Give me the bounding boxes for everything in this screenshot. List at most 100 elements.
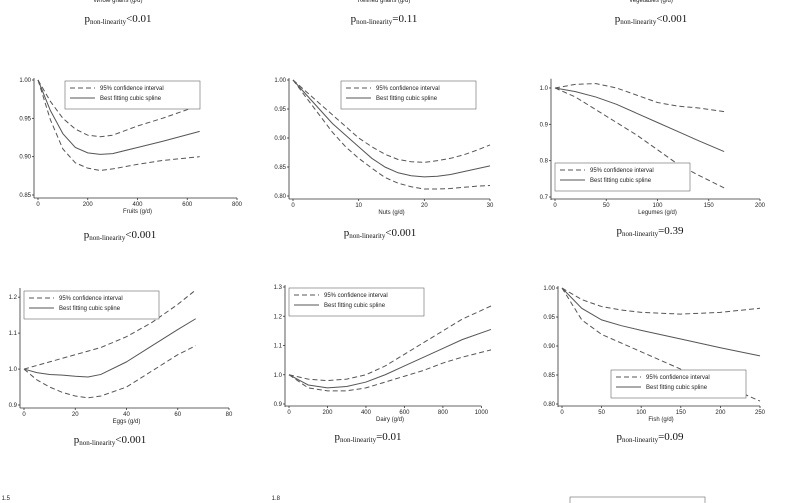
legend-label: 95% confidence interval xyxy=(646,375,710,381)
p-value: pnon-linearity<0.001 xyxy=(74,434,147,447)
p-symbol: p xyxy=(615,13,621,25)
x-tick-label: 20 xyxy=(72,412,79,418)
legend-label: Best fitting cubic spline xyxy=(100,96,162,102)
p-text: <0.001 xyxy=(115,434,146,446)
p-symbol: p xyxy=(351,13,357,25)
legend-label: 95% confidence interval xyxy=(59,296,123,302)
ci-upper xyxy=(37,79,200,138)
spline xyxy=(292,79,491,178)
ci-upper xyxy=(23,289,197,370)
x-tick-label: 1000 xyxy=(475,410,489,416)
legend-label: Best fitting cubic spline xyxy=(59,306,121,312)
y-tick-label: 0.85 xyxy=(543,373,555,379)
p-symbol: p xyxy=(616,225,622,237)
legend-label: 95% confidence interval xyxy=(324,293,388,299)
x-tick-label: 150 xyxy=(676,410,687,416)
p-symbol: p xyxy=(84,229,90,241)
p-text: =0.01 xyxy=(376,431,401,443)
p-symbol: p xyxy=(84,13,90,25)
legend-label: Best fitting cubic spline xyxy=(646,385,708,391)
legend-box xyxy=(554,162,691,192)
ci-lower xyxy=(554,87,725,189)
ci-lower xyxy=(288,349,492,392)
y-tick-label: 0.90 xyxy=(543,344,555,350)
ci-upper xyxy=(288,305,492,382)
x-tick-label: 400 xyxy=(361,410,372,416)
p-text: =0.39 xyxy=(658,225,684,237)
y-tick-label: 0.9 xyxy=(540,122,549,128)
x-tick-label: 40 xyxy=(123,412,130,418)
p-text: <0.01 xyxy=(126,13,151,25)
ci-upper xyxy=(554,83,725,113)
legend-box xyxy=(288,287,425,317)
x-tick-label: 0 xyxy=(553,203,557,209)
y-tick-label: 1.1 xyxy=(9,331,18,337)
y-tick-label: 1.3 xyxy=(274,285,283,291)
x-axis-label: Refined grains (g/d) xyxy=(358,0,411,4)
p-symbol: p xyxy=(334,431,340,443)
p-value: pnon-linearity<0.01 xyxy=(84,13,151,26)
x-axis-label: Fruits (g/d) xyxy=(123,209,152,215)
y-tick-label: 1.00 xyxy=(19,78,31,84)
p-value: pnon-linearity=0.11 xyxy=(351,13,418,26)
x-tick-label: 150 xyxy=(704,203,715,209)
x-tick-label: 10 xyxy=(355,203,362,209)
spline xyxy=(554,87,725,153)
y-tick-label: 0.9 xyxy=(9,403,18,409)
y-tick-label: 1.8 xyxy=(272,496,281,502)
spline xyxy=(288,328,492,389)
p-symbol: p xyxy=(74,434,80,446)
y-tick-label: 1.2 xyxy=(9,295,18,301)
p-value: pnon-linearity<0.001 xyxy=(344,227,417,240)
y-tick-label: 0.80 xyxy=(543,402,555,408)
x-tick-label: 20 xyxy=(421,203,428,209)
y-tick-label: 0.90 xyxy=(274,136,286,142)
x-tick-label: 100 xyxy=(636,410,647,416)
p-text: <0.001 xyxy=(385,227,416,239)
x-tick-label: 200 xyxy=(755,203,766,209)
x-tick-label: 200 xyxy=(83,202,94,208)
p-value: pnon-linearity<0.001 xyxy=(615,13,688,26)
y-tick-label: 0.7 xyxy=(540,195,549,201)
y-tick-label: 0.90 xyxy=(19,155,31,161)
x-tick-label: 250 xyxy=(755,410,766,416)
legend-box xyxy=(23,290,160,320)
p-value: pnon-linearity<0.001 xyxy=(84,229,157,242)
x-tick-label: 60 xyxy=(174,412,181,418)
ci-upper xyxy=(561,287,761,315)
ci-lower xyxy=(37,79,200,171)
x-tick-label: 100 xyxy=(652,203,663,209)
ci-lower xyxy=(561,287,761,402)
y-tick-label: 1.1 xyxy=(274,344,283,350)
p-value: pnon-linearity=0.01 xyxy=(334,431,401,444)
y-tick-label: 1.0 xyxy=(540,86,549,92)
x-tick-label: 0 xyxy=(36,202,40,208)
p-subscript: non-linearity xyxy=(340,436,377,444)
x-axis-label: Dairy (g/d) xyxy=(376,417,404,423)
y-tick-label: 0.9 xyxy=(274,402,283,408)
x-tick-label: 80 xyxy=(226,412,233,418)
x-tick-label: 200 xyxy=(322,410,333,416)
x-axis-label: Eggs (g/d) xyxy=(113,419,141,425)
y-tick-label: 0.95 xyxy=(543,315,555,321)
legend-label: 95% confidence interval xyxy=(376,86,440,92)
y-tick-label: 0.85 xyxy=(274,165,286,171)
x-tick-label: 50 xyxy=(598,410,605,416)
p-subscript: non-linearity xyxy=(79,439,116,447)
x-tick-label: 800 xyxy=(438,410,449,416)
y-tick-label: 1.5 xyxy=(2,496,11,502)
x-tick-label: 0 xyxy=(560,410,564,416)
x-tick-label: 50 xyxy=(603,203,610,209)
legend-label: 95% confidence interval xyxy=(100,86,164,92)
legend-box xyxy=(340,80,477,110)
legend-box xyxy=(610,369,747,399)
y-tick-label: 1.00 xyxy=(543,286,555,292)
spline xyxy=(561,287,761,357)
x-tick-label: 800 xyxy=(232,202,243,208)
p-subscript: non-linearity xyxy=(356,18,393,26)
legend-box xyxy=(569,496,706,503)
x-tick-label: 0 xyxy=(22,412,26,418)
p-subscript: non-linearity xyxy=(622,230,659,238)
y-tick-label: 0.85 xyxy=(19,193,31,199)
